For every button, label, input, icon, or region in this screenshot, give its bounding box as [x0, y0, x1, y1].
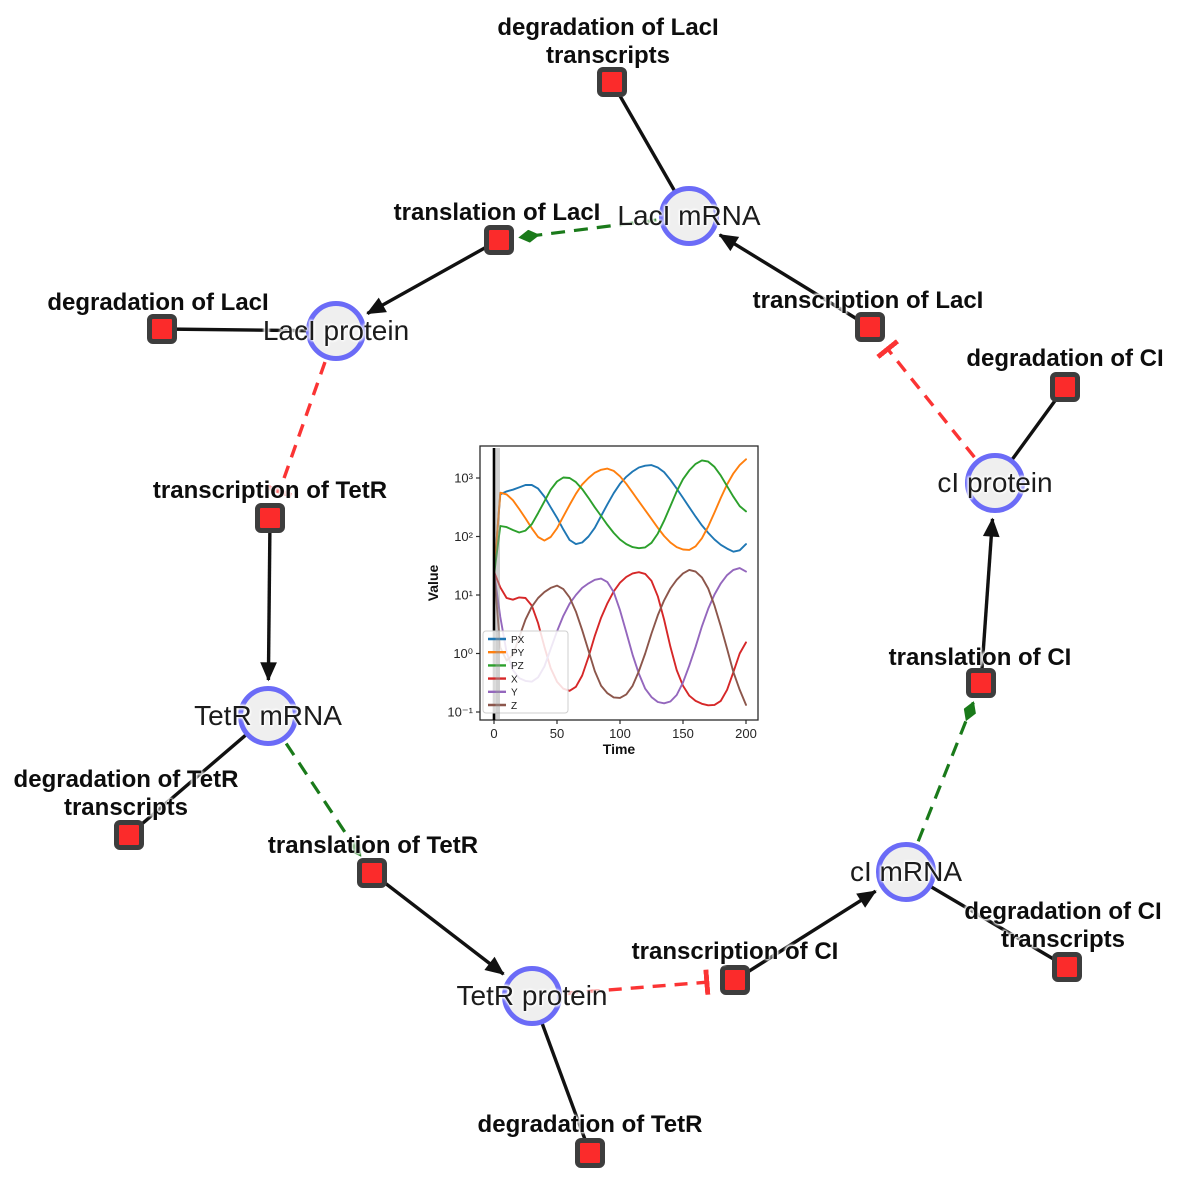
y-tick-label: 10²	[454, 529, 473, 544]
y-tick-label: 10⁻¹	[447, 705, 473, 720]
reaction-label-line: degradation of TetR	[13, 766, 239, 793]
legend-label: Y	[511, 688, 518, 699]
reaction-node-deg-tetr[interactable]	[575, 1138, 605, 1168]
reaction-label-transl-tetr: translation of TetR	[268, 832, 478, 860]
reaction-label-line: degradation of CI	[964, 898, 1162, 925]
chart-y-axis-label: Value	[425, 565, 441, 602]
reaction-node-deg-laci-tx[interactable]	[597, 67, 627, 97]
species-node-tetr-mrna[interactable]	[238, 686, 298, 746]
edge-ci_mrna-transl_ci	[916, 701, 976, 842]
series-PY	[493, 458, 747, 576]
reaction-label-line: degradation of LacI	[47, 289, 269, 316]
x-tick-label: 0	[490, 726, 497, 741]
y-tick-label: 10³	[454, 471, 473, 486]
edge-transl_tetr-tetr_protein	[370, 871, 505, 976]
series-Z	[493, 568, 747, 706]
reaction-label-line: degradation of CI	[966, 345, 1164, 372]
edge-tetr_protein-txn_ci	[564, 969, 711, 996]
series-PZ	[493, 459, 747, 576]
species-label-ci-protein: cI protein	[937, 467, 1053, 498]
legend-label: Z	[511, 701, 517, 712]
chart-x-axis-label: Time	[603, 741, 636, 757]
reaction-node-deg-ci-tx[interactable]	[1052, 952, 1082, 982]
reaction-label-transl-laci: translation of LacI	[394, 199, 601, 227]
series-X	[493, 570, 747, 707]
reaction-node-txn-laci[interactable]	[855, 312, 885, 342]
reaction-node-deg-laci[interactable]	[147, 314, 177, 344]
reaction-label-line: degradation of LacI	[497, 14, 719, 41]
edge-txn_laci-laci_mrna	[718, 233, 871, 329]
species-node-ci-mrna[interactable]	[876, 842, 936, 902]
reaction-label-deg-tetr: degradation of TetR	[478, 1111, 703, 1139]
reaction-node-txn-tetr[interactable]	[255, 503, 285, 533]
legend-label: X	[511, 674, 518, 685]
reaction-label-txn-ci: transcription of CI	[632, 938, 839, 966]
reaction-label-line: transcripts	[63, 794, 189, 821]
reaction-label-line: transcripts	[1000, 926, 1126, 953]
edge-txn_tetr-tetr_mrna	[260, 517, 277, 682]
reaction-label-deg-laci-tx: degradation of LacI transcripts	[497, 14, 718, 70]
reaction-label-line: translation of TetR	[267, 832, 479, 859]
reaction-label-deg-laci: degradation of LacI	[47, 289, 268, 317]
x-tick-label: 150	[672, 726, 694, 741]
species-label-laci-mrna: LacI mRNA	[617, 200, 761, 231]
legend-label: PZ	[511, 661, 524, 672]
species-node-tetr-protein[interactable]	[502, 966, 562, 1026]
species-node-laci-protein[interactable]	[306, 301, 366, 361]
species-label-tetr-protein: TetR protein	[456, 980, 608, 1011]
reaction-label-deg-ci: degradation of CI	[966, 345, 1163, 373]
edge-ci_mrna-deg_ci_tx	[905, 870, 1068, 969]
species-label-ci-mrna: cI mRNA	[850, 856, 962, 887]
reaction-label-txn-laci: transcription of LacI	[753, 287, 984, 315]
x-tick-label: 100	[609, 726, 631, 741]
reaction-label-line: translation of LacI	[393, 199, 601, 226]
reaction-label-line: transcription of TetR	[152, 477, 388, 504]
series-PX	[493, 464, 747, 573]
reaction-label-deg-tetr-tx: degradation of TetR transcripts	[14, 766, 239, 822]
edge-ci_protein-txn_laci	[876, 339, 976, 459]
species-label-tetr-mrna: TetR mRNA	[194, 700, 342, 731]
reaction-node-deg-ci[interactable]	[1050, 372, 1080, 402]
inset-chart: 0 50 100 150 200 10⁻¹ 10⁰ 10¹ 10² 10³ Time Value PX…	[425, 435, 780, 765]
species-label-laci-protein: LacI protein	[262, 315, 410, 346]
transient-band	[495, 448, 500, 720]
species-node-ci-protein[interactable]	[965, 453, 1025, 513]
reaction-node-transl-laci[interactable]	[484, 225, 514, 255]
legend-label: PY	[511, 648, 525, 659]
edge-transl_ci-ci_protein	[979, 517, 1000, 684]
y-tick-label: 10¹	[454, 588, 473, 603]
x-tick-label: 50	[550, 726, 564, 741]
reaction-node-txn-ci[interactable]	[720, 965, 750, 995]
edge-txn_ci-ci_mrna	[734, 889, 877, 982]
edge-transl_laci-laci_protein	[366, 238, 500, 315]
x-tick-label: 200	[735, 726, 757, 741]
reaction-label-line: transcription of CI	[631, 938, 839, 965]
reaction-label-txn-tetr: transcription of TetR	[153, 477, 387, 505]
reaction-node-transl-tetr[interactable]	[357, 858, 387, 888]
reaction-node-transl-ci[interactable]	[966, 668, 996, 698]
reaction-label-deg-ci-tx: degradation of CI transcripts	[964, 898, 1161, 954]
species-node-laci-mrna[interactable]	[659, 186, 719, 246]
reaction-label-line: degradation of TetR	[477, 1111, 703, 1138]
y-tick-label: 10⁰	[453, 646, 473, 661]
reaction-label-line: transcripts	[545, 42, 671, 69]
reaction-label-line: transcription of LacI	[752, 287, 984, 314]
edge-laci_protein-txn_tetr	[266, 361, 327, 498]
reaction-label-line: translation of CI	[888, 644, 1072, 671]
legend-label: PX	[511, 635, 525, 646]
chart-legend: PX PY PZ XYZ	[482, 630, 569, 714]
reaction-node-deg-tetr-tx[interactable]	[114, 820, 144, 850]
reaction-label-transl-ci: translation of CI	[889, 644, 1072, 672]
